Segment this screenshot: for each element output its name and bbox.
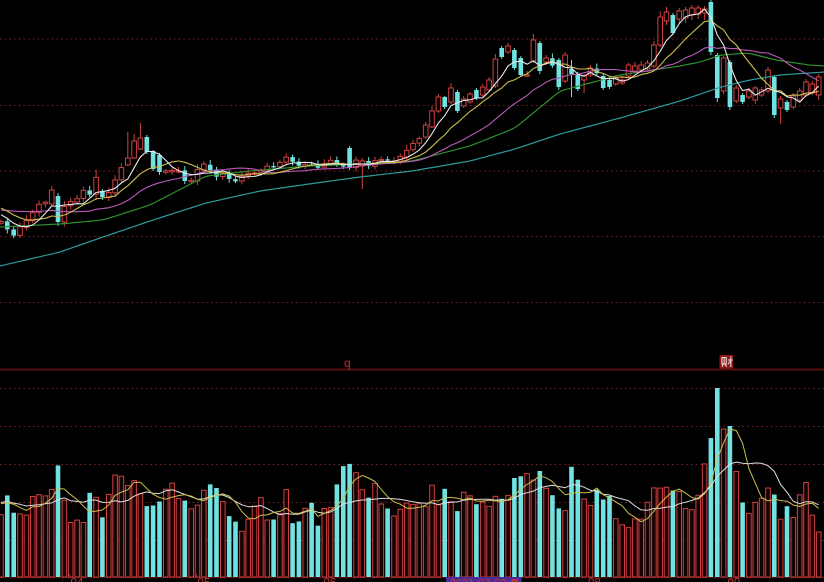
svg-text:05: 05	[198, 577, 211, 582]
svg-text:06: 06	[324, 577, 337, 582]
svg-text:04: 04	[71, 577, 84, 582]
svg-text:08: 08	[588, 577, 601, 582]
svg-text:09: 09	[728, 577, 741, 582]
svg-text:q: q	[344, 356, 351, 370]
svg-text:2021-07-02: 2021-07-02	[450, 578, 506, 582]
